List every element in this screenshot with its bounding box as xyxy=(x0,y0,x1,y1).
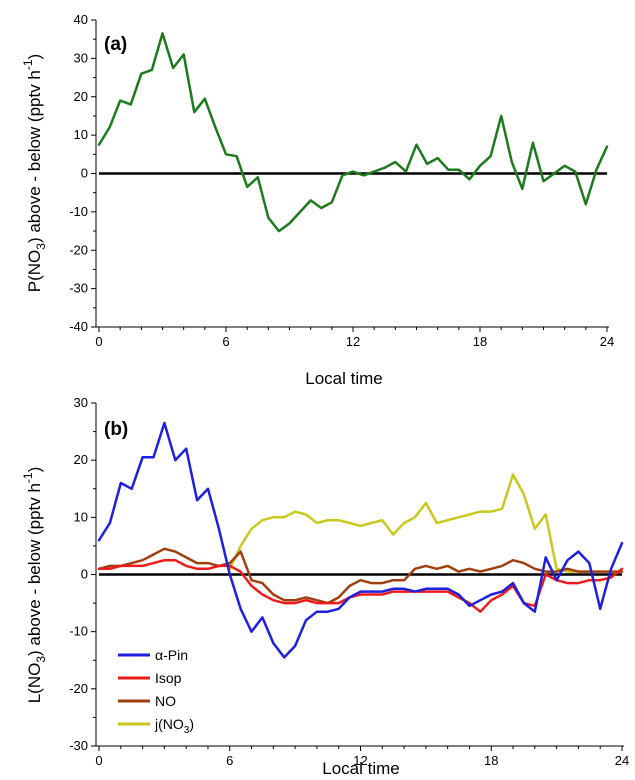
legend-item-isop: Isop xyxy=(118,670,182,686)
panel-b-label: (b) xyxy=(104,419,128,440)
panel-b-x-tick-label: 18 xyxy=(484,753,498,768)
panel-b-legend: α-Pin Isop NO j(NO3) xyxy=(118,647,194,736)
panel-b-x-tick-label: 6 xyxy=(226,753,233,768)
panel-a-y-tick-label: -20 xyxy=(69,242,88,257)
panel-a-y-tick-label: 20 xyxy=(74,89,88,104)
panel-b-y-tick-label: -30 xyxy=(69,738,88,753)
panel-a-x-tick-label: 18 xyxy=(473,334,487,349)
panel-b-series-line-no xyxy=(97,547,624,605)
panel-b-y-tick-label: -10 xyxy=(69,624,88,639)
panel-a-series xyxy=(97,32,609,233)
panel-b-y-tick-label: 0 xyxy=(81,567,88,582)
panel-a-ticks: -40 -30 -20 -10 0 10 20 30 40 0 6 12 18 24 xyxy=(69,12,614,349)
panel-a-x-tick-label: 0 xyxy=(95,334,102,349)
panel-b-y-tick-label: 10 xyxy=(74,509,88,524)
panel-b-y-tick-label: 30 xyxy=(74,395,88,410)
legend-label-no: NO xyxy=(155,693,176,709)
panel-a-x-tick-label: 24 xyxy=(600,334,614,349)
legend-label-apin: α-Pin xyxy=(155,647,188,663)
panel-a-y-tick-label: 10 xyxy=(74,127,88,142)
panel-b-ticks: -30 -20 -10 0 10 20 30 0 6 12 18 24 xyxy=(69,395,629,768)
panel-b-series xyxy=(97,421,624,659)
panel-b-series-line-pin xyxy=(97,421,624,659)
legend-label-jno3: j(NO3) xyxy=(154,716,194,736)
legend-label-isop: Isop xyxy=(155,670,182,686)
panel-b-y-tick-label: 20 xyxy=(74,452,88,467)
panel-a-chart: -40 -30 -20 -10 0 10 20 30 40 0 6 12 18 24 (a) Local … xyxy=(21,12,614,388)
panel-b-y-tick-label: -20 xyxy=(69,681,88,696)
panel-b-x-tick-label: 0 xyxy=(95,753,102,768)
panel-a-y-tick-label: 0 xyxy=(81,166,88,181)
panel-a-x-axis-title: Local time xyxy=(305,369,382,388)
panel-a-y-tick-label: 30 xyxy=(74,50,88,65)
legend-item-apin: α-Pin xyxy=(118,647,188,663)
panel-a-label: (a) xyxy=(104,34,127,55)
panel-b-x-tick-label: 24 xyxy=(615,753,629,768)
panel-a-x-tick-label: 6 xyxy=(222,334,229,349)
panel-b-x-tick-label: 12 xyxy=(353,753,367,768)
legend-item-jno3: j(NO3) xyxy=(118,716,194,736)
panel-a-y-tick-label: 40 xyxy=(74,12,88,27)
panel-b-series-line-j-no3 xyxy=(228,473,602,573)
panel-b-x-axis-title: Local time xyxy=(322,759,399,778)
panel-a-y-tick-label: -30 xyxy=(69,281,88,296)
panel-a-x-tick-label: 12 xyxy=(346,334,360,349)
panel-a-y-axis-title: P(NO3) above - below (pptv h-1) xyxy=(21,54,48,292)
panel-a-y-tick-label: -40 xyxy=(69,319,88,334)
panel-a-y-tick-label: -10 xyxy=(69,204,88,219)
legend-item-no: NO xyxy=(118,693,176,709)
panel-b-y-axis-title: L(NO3) above - below (pptv h-1) xyxy=(21,467,48,704)
panel-a-series-line-data xyxy=(97,32,609,233)
